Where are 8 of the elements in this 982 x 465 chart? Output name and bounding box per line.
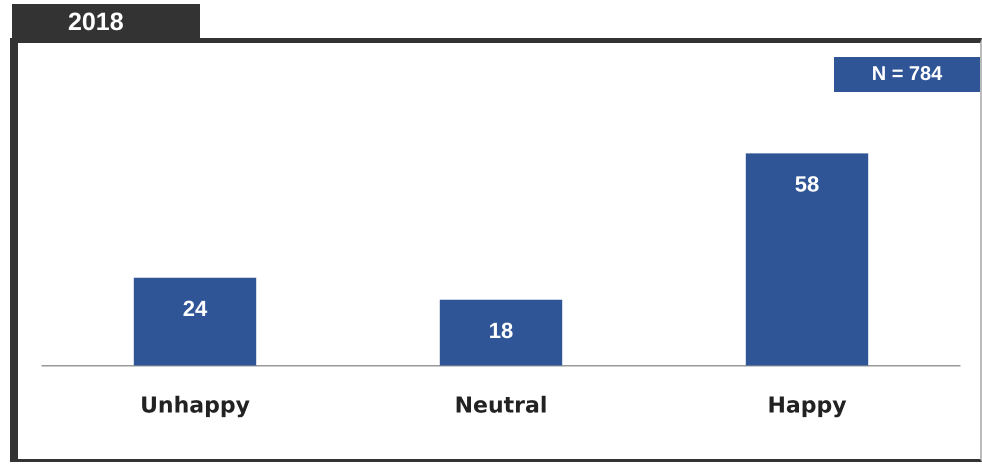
data-label: 24 bbox=[182, 296, 208, 321]
x-tick-label: Unhappy bbox=[140, 394, 250, 419]
x-tick-label: Happy bbox=[767, 394, 847, 419]
chart-title: 2018 bbox=[12, 4, 200, 40]
data-label: 58 bbox=[794, 171, 820, 196]
data-label: 18 bbox=[488, 318, 514, 343]
text: N = 784 bbox=[834, 57, 980, 92]
x-tick-label: Neutral bbox=[454, 394, 548, 419]
